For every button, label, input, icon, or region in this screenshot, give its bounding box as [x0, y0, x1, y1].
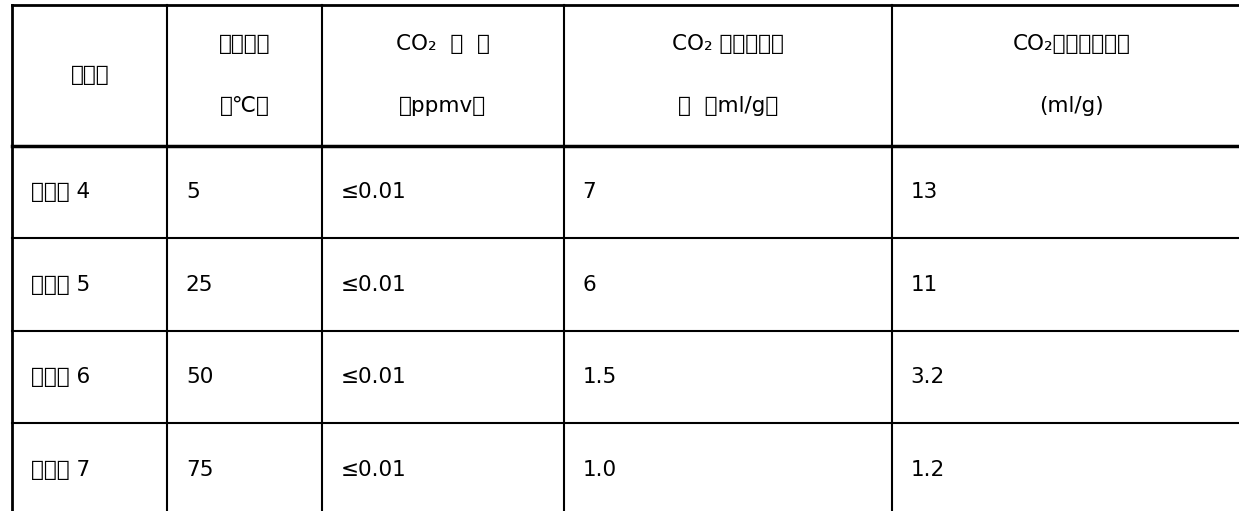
Text: 实施例 5: 实施例 5 — [31, 274, 90, 294]
Text: 实施例 7: 实施例 7 — [31, 460, 90, 480]
Text: ≤0.01: ≤0.01 — [341, 182, 406, 202]
Text: （℃）: （℃） — [219, 96, 270, 117]
Text: 1.0: 1.0 — [582, 460, 617, 480]
Text: 实施例: 实施例 — [71, 65, 109, 85]
Text: 7: 7 — [582, 182, 596, 202]
Text: 50: 50 — [186, 367, 213, 387]
Text: （ppmv）: （ppmv） — [399, 96, 487, 117]
Text: ≤0.01: ≤0.01 — [341, 367, 406, 387]
Text: ≤0.01: ≤0.01 — [341, 460, 406, 480]
Text: ≤0.01: ≤0.01 — [341, 274, 406, 294]
Text: 实施例 4: 实施例 4 — [31, 182, 90, 202]
Text: 实施例 6: 实施例 6 — [31, 367, 90, 387]
Text: 75: 75 — [186, 460, 213, 480]
Text: 5: 5 — [186, 182, 199, 202]
Text: 13: 13 — [911, 182, 938, 202]
Text: CO₂饱和吸附容量: CO₂饱和吸附容量 — [1012, 34, 1131, 55]
Text: 吸附温度: 吸附温度 — [219, 34, 270, 55]
Text: 1.5: 1.5 — [582, 367, 617, 387]
Text: CO₂ 穿透吸附容: CO₂ 穿透吸附容 — [672, 34, 784, 55]
Text: 6: 6 — [582, 274, 596, 294]
Text: 1.2: 1.2 — [911, 460, 945, 480]
Text: (ml/g): (ml/g) — [1040, 96, 1104, 117]
Text: 25: 25 — [186, 274, 213, 294]
Text: CO₂  含  量: CO₂ 含 量 — [396, 34, 489, 55]
Text: 量  （ml/g）: 量 （ml/g） — [678, 96, 778, 117]
Text: 3.2: 3.2 — [911, 367, 945, 387]
Text: 11: 11 — [911, 274, 938, 294]
